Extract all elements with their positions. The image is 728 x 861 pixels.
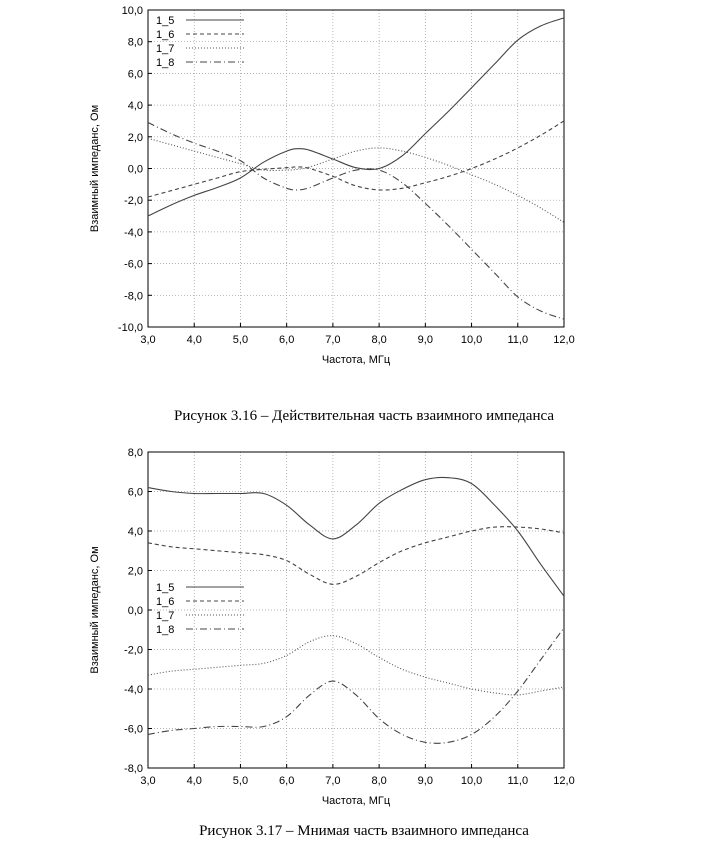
y-tick-label: 0,0: [128, 605, 143, 617]
legend-label-1_6: 1_6: [156, 596, 174, 608]
y-tick-label: -6,0: [124, 724, 143, 736]
y-tick-label: -4,0: [124, 684, 143, 696]
series-line-1_6: [147, 120, 565, 198]
x-axis-label: Частота, МГц: [322, 795, 391, 807]
x-tick-label: 8,0: [371, 334, 386, 346]
x-axis-label: Частота, МГц: [322, 354, 391, 366]
series-line-1_5: [147, 476, 565, 597]
series-line-1_6: [147, 526, 565, 585]
x-tick-label: 3,0: [140, 334, 155, 346]
chart-real-part: 3,0 4,0 5,0 6,0 7,0 8,0 9,0 10,0 11,0 12,0 10,0 8,0…: [89, 5, 575, 366]
x-tick-label: 11,0: [507, 775, 528, 787]
y-axis-label: Взаимный импеданс, Ом: [89, 546, 101, 673]
legend-label-1_6: 1_6: [156, 29, 174, 41]
x-tick-label: 12,0: [553, 775, 574, 787]
y-tick-label: -2,0: [124, 195, 143, 207]
y-tick-label: 4,0: [128, 100, 143, 112]
series-line-1_8: [147, 122, 565, 320]
series-line-1_8: [147, 627, 565, 744]
x-tick-label: 11,0: [507, 334, 528, 346]
x-tick-label: 5,0: [233, 775, 248, 787]
y-tick-label: 2,0: [128, 132, 143, 144]
y-tick-label: -8,0: [124, 763, 143, 775]
y-tick-label: -2,0: [124, 645, 143, 657]
x-tick-label: 4,0: [187, 775, 202, 787]
series-line-1_5: [147, 17, 565, 217]
x-tick-label: 10,0: [461, 334, 482, 346]
y-tick-label: 8,0: [128, 447, 143, 459]
y-axis-label: Взаимный импеданс, Ом: [89, 105, 101, 232]
x-tick-label: 6,0: [279, 775, 294, 787]
chart-imaginary-part: 3,0 4,0 5,0 6,0 7,0 8,0 9,0 10,0 11,0 12,0 8,0 6,0 4…: [89, 447, 575, 807]
y-tick-label: 8,0: [128, 37, 143, 49]
x-tick-label: 4,0: [187, 334, 202, 346]
x-tick-label: 6,0: [279, 334, 294, 346]
series-line-1_7: [147, 635, 565, 696]
y-tick-label: 10,0: [122, 5, 143, 17]
y-tick-label: -4,0: [124, 227, 143, 239]
x-tick-label: 12,0: [553, 334, 574, 346]
x-tick-label: 9,0: [418, 775, 433, 787]
figure-caption-3-16: Рисунок 3.16 – Действительная часть взаи…: [173, 408, 554, 424]
x-tick-label: 5,0: [233, 334, 248, 346]
y-tick-label: 4,0: [128, 526, 143, 538]
y-tick-label: -10,0: [118, 322, 143, 334]
x-tick-label: 7,0: [325, 334, 340, 346]
x-tick-label: 3,0: [140, 775, 155, 787]
legend-label-1_7: 1_7: [156, 610, 174, 622]
x-tick-label: 9,0: [418, 334, 433, 346]
x-tick-label: 8,0: [371, 775, 386, 787]
y-tick-label: 6,0: [128, 487, 143, 499]
x-tick-label: 7,0: [325, 775, 340, 787]
figure-caption-3-17: Рисунок 3.17 – Мнимая часть взаимного им…: [199, 823, 529, 839]
x-tick-label: 10,0: [461, 775, 482, 787]
legend-label-1_5: 1_5: [156, 582, 174, 594]
legend-label-1_8: 1_8: [156, 57, 174, 69]
y-tick-label: -8,0: [124, 290, 143, 302]
legend-label-1_8: 1_8: [156, 624, 174, 636]
y-tick-label: -6,0: [124, 259, 143, 271]
legend-label-1_5: 1_5: [156, 15, 174, 27]
y-tick-label: 0,0: [128, 164, 143, 176]
y-tick-label: 2,0: [128, 566, 143, 578]
legend-label-1_7: 1_7: [156, 43, 174, 55]
y-tick-label: 6,0: [128, 68, 143, 80]
